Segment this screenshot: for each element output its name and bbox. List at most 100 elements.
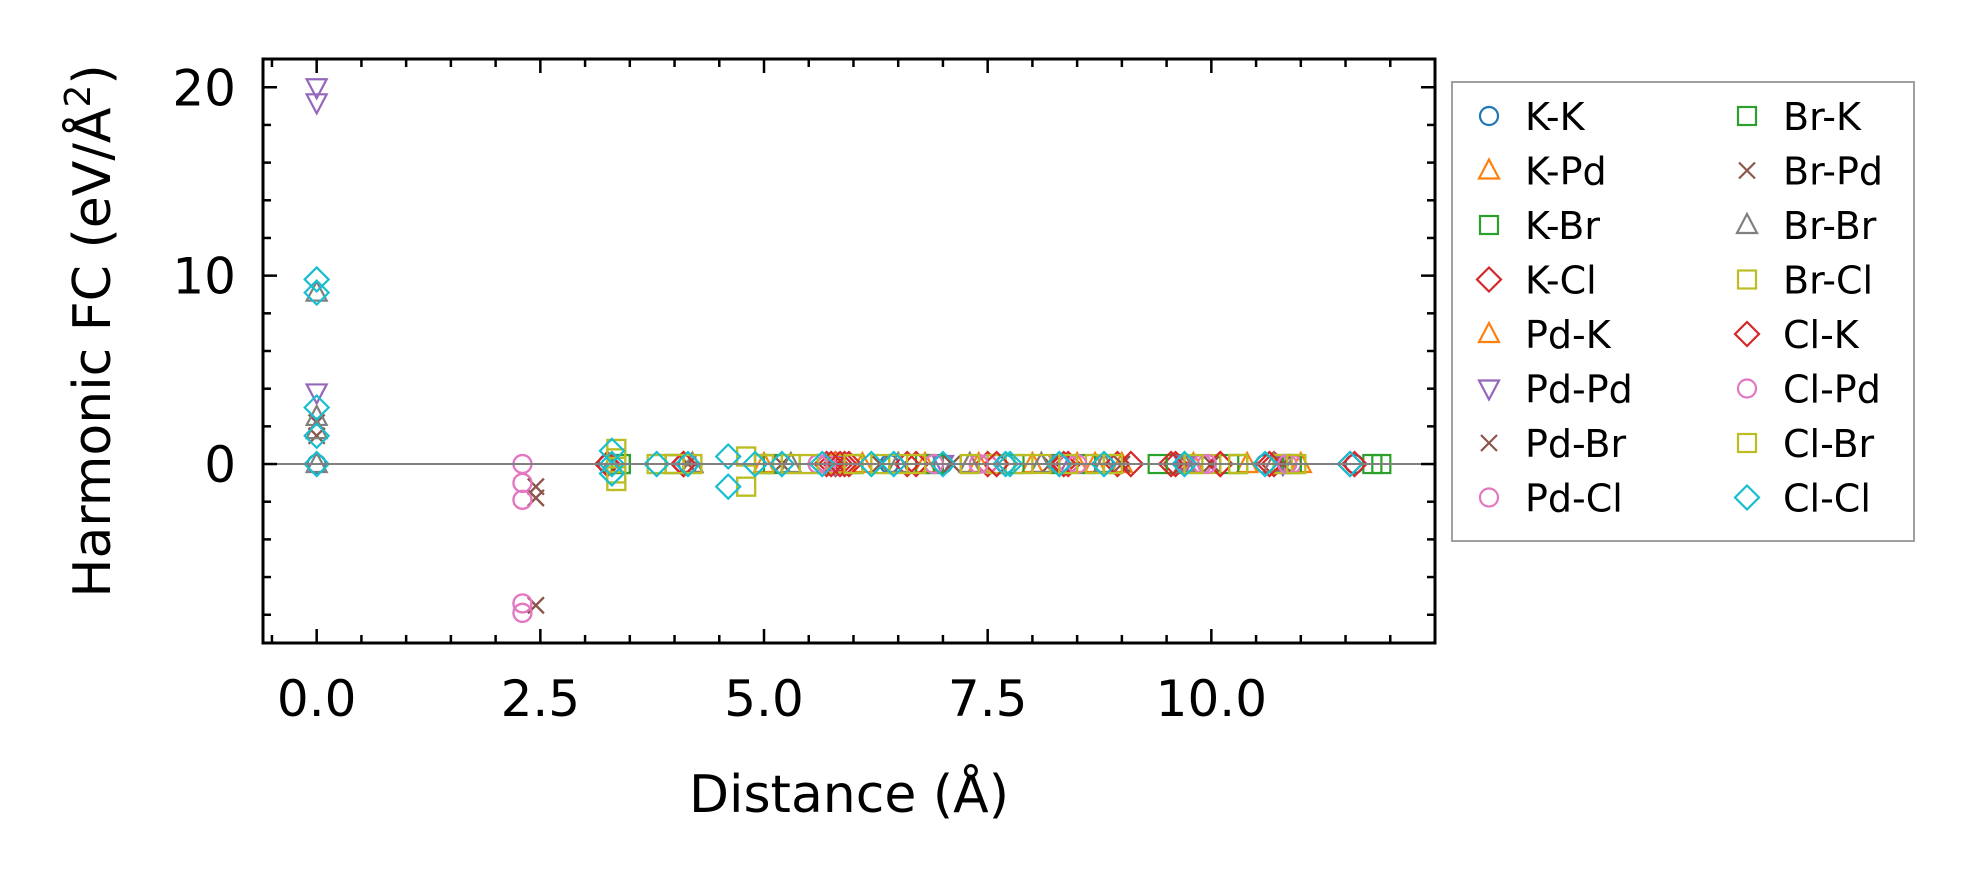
legend: K-K K-Pd K-Br K-Cl Pd-K Pd-Pd Pd-Br Pd-Cl Br-K Br… [1451, 81, 1915, 542]
data-point [768, 450, 796, 478]
data-point [817, 450, 845, 478]
series-pd-cl [512, 453, 1302, 623]
data-point [826, 450, 854, 478]
x-tick-label: 2.5 [501, 670, 581, 728]
data-point [741, 450, 769, 478]
data-point [512, 489, 533, 510]
data-point [929, 450, 957, 478]
data-point [736, 476, 757, 497]
legend-marker [1738, 161, 1756, 180]
data-point [1090, 450, 1118, 478]
y-tick-label: 20 [172, 59, 236, 117]
data-point [303, 279, 331, 307]
data-point [303, 450, 331, 478]
legend-label: Cl-Cl [1783, 477, 1871, 521]
x-tick-label: 7.5 [948, 670, 1028, 728]
data-point [303, 393, 331, 422]
data-point [1170, 450, 1199, 478]
data-point [1157, 450, 1185, 478]
legend-label: Br-Br [1783, 204, 1877, 248]
legend-item: K-Br [1478, 204, 1600, 248]
legend-item: Br-Br [1735, 204, 1877, 248]
data-point [992, 450, 1020, 478]
data-point [1103, 450, 1131, 478]
data-point [674, 450, 702, 478]
y-axis-label-main: Harmonic FC (eV/Å [61, 107, 123, 598]
data-point [669, 450, 698, 478]
legend-marker [1475, 265, 1503, 294]
legend-label: K-K [1525, 95, 1586, 139]
legend-marker [1477, 157, 1501, 180]
legend-item: Cl-K [1733, 313, 1860, 357]
data-point [1340, 450, 1369, 478]
data-point [714, 442, 742, 471]
data-point [1251, 450, 1279, 478]
data-point [304, 450, 329, 474]
legend-marker [1480, 434, 1498, 452]
legend-item: Cl-Br [1736, 422, 1875, 466]
data-point [893, 450, 921, 478]
data-point [808, 450, 836, 478]
series-pd-br [307, 413, 1292, 615]
y-axis-label: Harmonic FC (eV/Å2) [58, 64, 123, 597]
legend-marker [1478, 214, 1500, 236]
legend-frame [1451, 81, 1915, 542]
legend-item: K-Cl [1475, 259, 1597, 303]
data-point [1336, 450, 1364, 478]
data-point [983, 450, 1011, 478]
series-cl-cl [303, 265, 1364, 501]
y-tick-label: 10 [172, 248, 236, 306]
legend-marker [1477, 320, 1501, 344]
plot-frame [261, 57, 1437, 645]
legend-item: Br-K [1736, 95, 1862, 139]
legend-marker [1736, 378, 1758, 399]
legend-marker [1477, 379, 1501, 402]
legend-label: Cl-K [1783, 313, 1860, 357]
legend-item: K-K [1478, 95, 1586, 139]
y-axis-label-close: ) [63, 64, 123, 84]
legend-marker [1736, 432, 1758, 454]
data-point [835, 450, 863, 478]
legend-item: Cl-Cl [1733, 477, 1871, 521]
legend-label: Cl-Br [1783, 422, 1875, 466]
data-point [304, 78, 329, 101]
y-tick-label: 0 [204, 436, 236, 494]
legend-marker [1478, 105, 1500, 127]
data-point [857, 450, 885, 478]
legend-label: Pd-Cl [1525, 477, 1623, 521]
series-cl-pd [512, 453, 1298, 623]
x-tick-label: 10.0 [1156, 670, 1267, 728]
y-axis-label-superscript: 2 [58, 85, 99, 108]
legend-label: Pd-Pd [1525, 368, 1633, 412]
legend-marker [1736, 269, 1758, 290]
legend-item: Cl-Pd [1736, 368, 1881, 412]
x-axis-label: Distance (Å) [689, 763, 1009, 825]
data-point [643, 450, 671, 478]
legend-marker [1733, 483, 1761, 512]
legend-label: Pd-K [1525, 313, 1612, 357]
data-point [304, 383, 329, 406]
legend-label: Br-Cl [1783, 259, 1873, 303]
legend-marker [1733, 320, 1761, 348]
data-point [1050, 450, 1078, 478]
data-point [880, 450, 908, 478]
legend-item: Pd-Cl [1478, 477, 1623, 521]
legend-item: K-Pd [1477, 150, 1607, 194]
data-point [512, 593, 533, 614]
legend-item: Pd-K [1477, 313, 1612, 357]
legend-item: Br-Cl [1736, 259, 1873, 303]
legend-label: Br-K [1783, 95, 1862, 139]
legend-item: Pd-Pd [1477, 368, 1633, 412]
data-point [598, 450, 626, 478]
legend-marker [1736, 105, 1758, 127]
legend-item: Br-Pd [1738, 150, 1883, 194]
data-point [303, 422, 331, 450]
legend-label: Br-Pd [1783, 150, 1883, 194]
legend-label: Cl-Pd [1783, 368, 1881, 412]
legend-label: K-Cl [1525, 259, 1597, 303]
legend-label: K-Pd [1525, 150, 1607, 194]
legend-label: K-Br [1525, 204, 1600, 248]
data-point [304, 93, 329, 116]
legend-marker [1735, 211, 1759, 235]
